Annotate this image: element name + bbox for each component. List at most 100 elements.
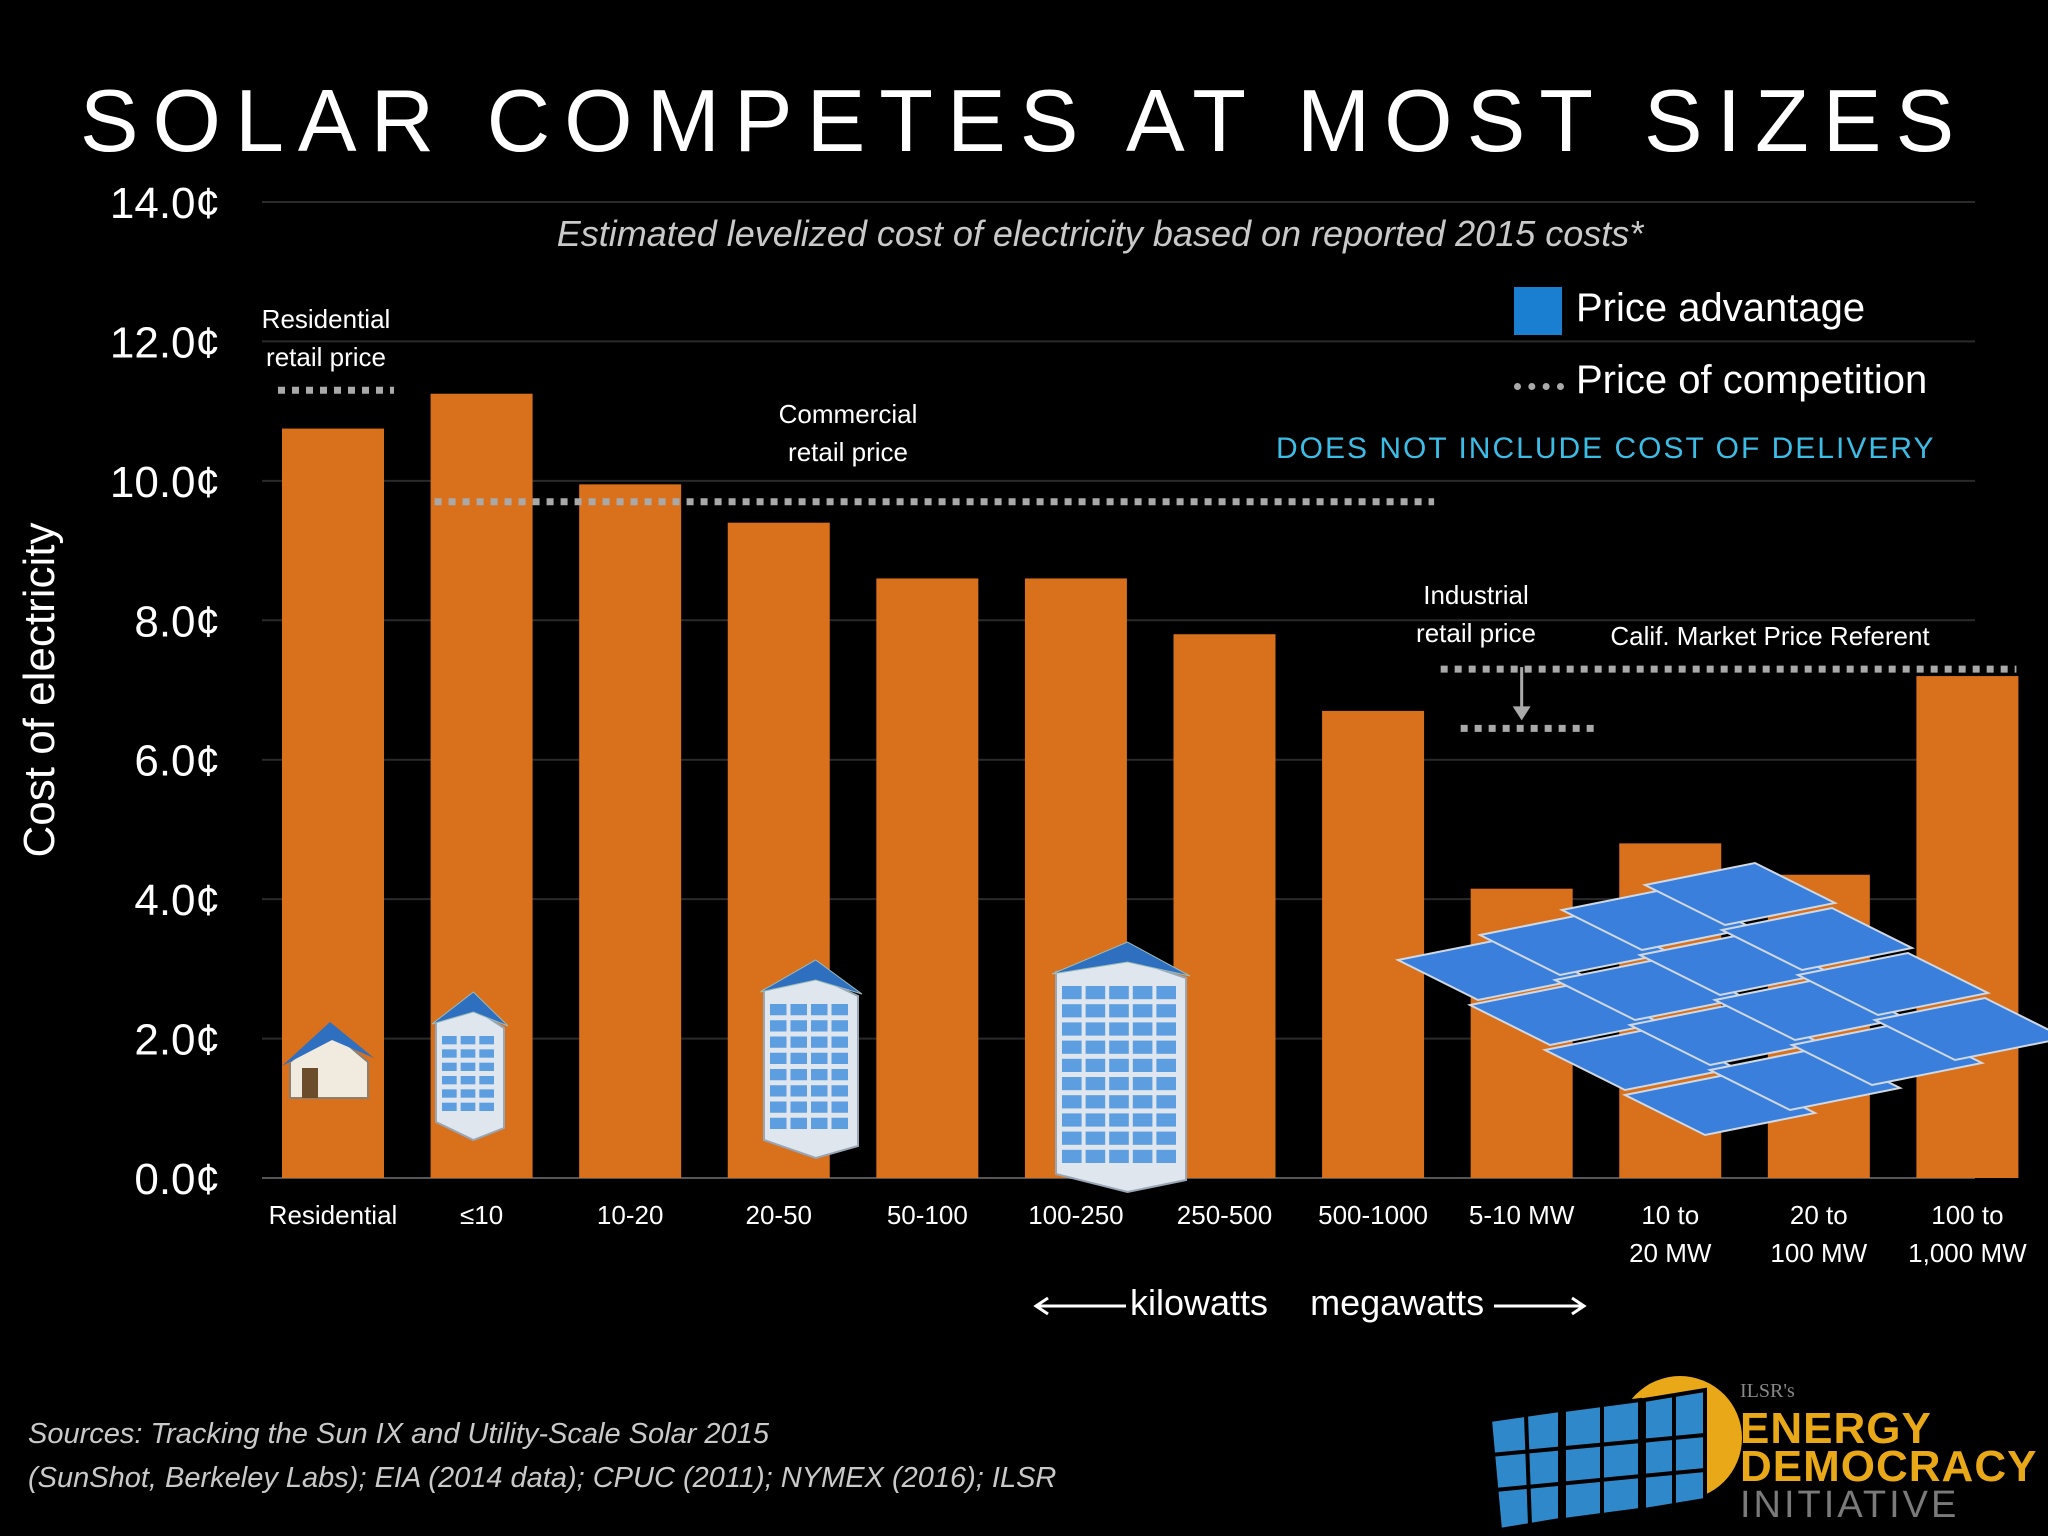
- window: [460, 1102, 476, 1111]
- window: [1109, 1004, 1129, 1018]
- window: [1085, 1058, 1106, 1072]
- window: [1062, 1095, 1082, 1109]
- window: [1132, 1058, 1153, 1072]
- logo-text: ILSR's ENERGY DEMOCRACY INITIATIVE: [1740, 1372, 2037, 1524]
- y-tick-label: 12.0¢: [110, 318, 220, 367]
- chart-subtitle: Estimated levelized cost of electricity …: [556, 213, 1644, 254]
- delivery-note: DOES NOT INCLUDE COST OF DELIVERY: [1276, 432, 1936, 465]
- window: [811, 1101, 828, 1113]
- y-tick-label: 8.0¢: [134, 597, 220, 646]
- mid-building-solar-icon-roof: [759, 959, 863, 995]
- window: [790, 1052, 807, 1064]
- solar-farm-icon: [1718, 906, 1916, 972]
- window: [831, 1004, 848, 1016]
- y-tick-label: 10.0¢: [110, 458, 220, 507]
- window: [1109, 1077, 1129, 1091]
- window: [811, 1117, 828, 1129]
- window: [1062, 1149, 1082, 1163]
- annotation-line: Residential: [261, 304, 391, 334]
- window: [831, 1101, 848, 1113]
- window: [811, 1069, 828, 1081]
- annotation-residential-retail: Residential retail price: [236, 300, 416, 376]
- solar-farm-icon: [1788, 1021, 1986, 1087]
- x-tick-label: 20 MW: [1629, 1238, 1712, 1268]
- energy-democracy-logo-icon: [1490, 1376, 1742, 1530]
- solar-farm-icon: [1794, 951, 1992, 1017]
- window: [460, 1089, 476, 1098]
- window: [1109, 1095, 1129, 1109]
- window: [1085, 1004, 1106, 1018]
- window: [831, 1036, 848, 1048]
- window: [1156, 1113, 1176, 1127]
- tall-building-solar-icon-roof: [1051, 941, 1191, 977]
- window: [479, 1036, 494, 1045]
- window: [1085, 1022, 1106, 1036]
- window: [1062, 986, 1082, 1000]
- legend-price-advantage-swatch: [1514, 287, 1562, 335]
- window: [1062, 1058, 1082, 1072]
- window: [831, 1069, 848, 1081]
- logo-democracy: DEMOCRACY: [1740, 1442, 2038, 1491]
- window: [1109, 986, 1129, 1000]
- window: [442, 1036, 457, 1045]
- window: [811, 1004, 828, 1016]
- bar: [579, 484, 682, 1178]
- window: [811, 1052, 828, 1064]
- x-tick-label: ≤10: [460, 1200, 503, 1230]
- sources-note: Sources: Tracking the Sun IX and Utility…: [28, 1412, 1056, 1500]
- window: [1062, 1131, 1082, 1145]
- window: [790, 1101, 807, 1113]
- window: [1062, 1040, 1082, 1054]
- logo-energy: ENERGY: [1740, 1404, 1932, 1453]
- window: [790, 1036, 807, 1048]
- window: [790, 1069, 807, 1081]
- x-tick-label: Residential: [269, 1200, 398, 1230]
- x-tick-label: 250-500: [1177, 1200, 1272, 1230]
- y-axis-label: Cost of electricity: [15, 522, 64, 858]
- window: [770, 1004, 787, 1016]
- window: [1132, 1077, 1153, 1091]
- industrial-arrow-head-icon: [1512, 706, 1531, 721]
- annotation-industrial-retail: Industrial retail price: [1376, 576, 1576, 652]
- window: [1156, 1022, 1176, 1036]
- sources-line: (SunShot, Berkeley Labs); EIA (2014 data…: [28, 1462, 1057, 1494]
- window: [479, 1102, 494, 1111]
- annotation-line: retail price: [788, 437, 908, 467]
- annotation-commercial-retail: Commercial retail price: [748, 395, 948, 471]
- window: [479, 1049, 494, 1058]
- window: [1132, 1149, 1153, 1163]
- unit-kilowatts: kilowatts: [1130, 1282, 1269, 1323]
- window: [442, 1049, 457, 1058]
- window: [790, 1004, 807, 1016]
- window: [1062, 1077, 1082, 1091]
- window: [1156, 986, 1176, 1000]
- window: [790, 1085, 807, 1097]
- window: [1062, 1004, 1082, 1018]
- annotation-line: Calif. Market Price Referent: [1610, 621, 1930, 651]
- window: [1085, 1131, 1106, 1145]
- x-tick-label: 10-20: [597, 1200, 664, 1230]
- window: [1085, 1149, 1106, 1163]
- window: [1062, 1113, 1082, 1127]
- window: [1156, 1004, 1176, 1018]
- window: [790, 1117, 807, 1129]
- house-roof-solar-icon: [282, 1022, 374, 1066]
- annotation-line: retail price: [1416, 618, 1536, 648]
- window: [1132, 1040, 1153, 1054]
- y-tick-label: 6.0¢: [134, 737, 220, 786]
- small-building-solar-icon-roof: [431, 991, 509, 1027]
- window: [460, 1076, 476, 1085]
- window: [811, 1036, 828, 1048]
- window: [1109, 1131, 1129, 1145]
- window: [1132, 1095, 1153, 1109]
- window: [479, 1062, 494, 1071]
- window: [1156, 1077, 1176, 1091]
- bar: [876, 578, 979, 1178]
- solar-farm-icon: [1641, 861, 1839, 927]
- x-tick-label: 10 to: [1641, 1200, 1699, 1230]
- window: [831, 1085, 848, 1097]
- bar: [1322, 710, 1425, 1178]
- y-tick-label: 4.0¢: [134, 876, 220, 925]
- window: [1085, 1040, 1106, 1054]
